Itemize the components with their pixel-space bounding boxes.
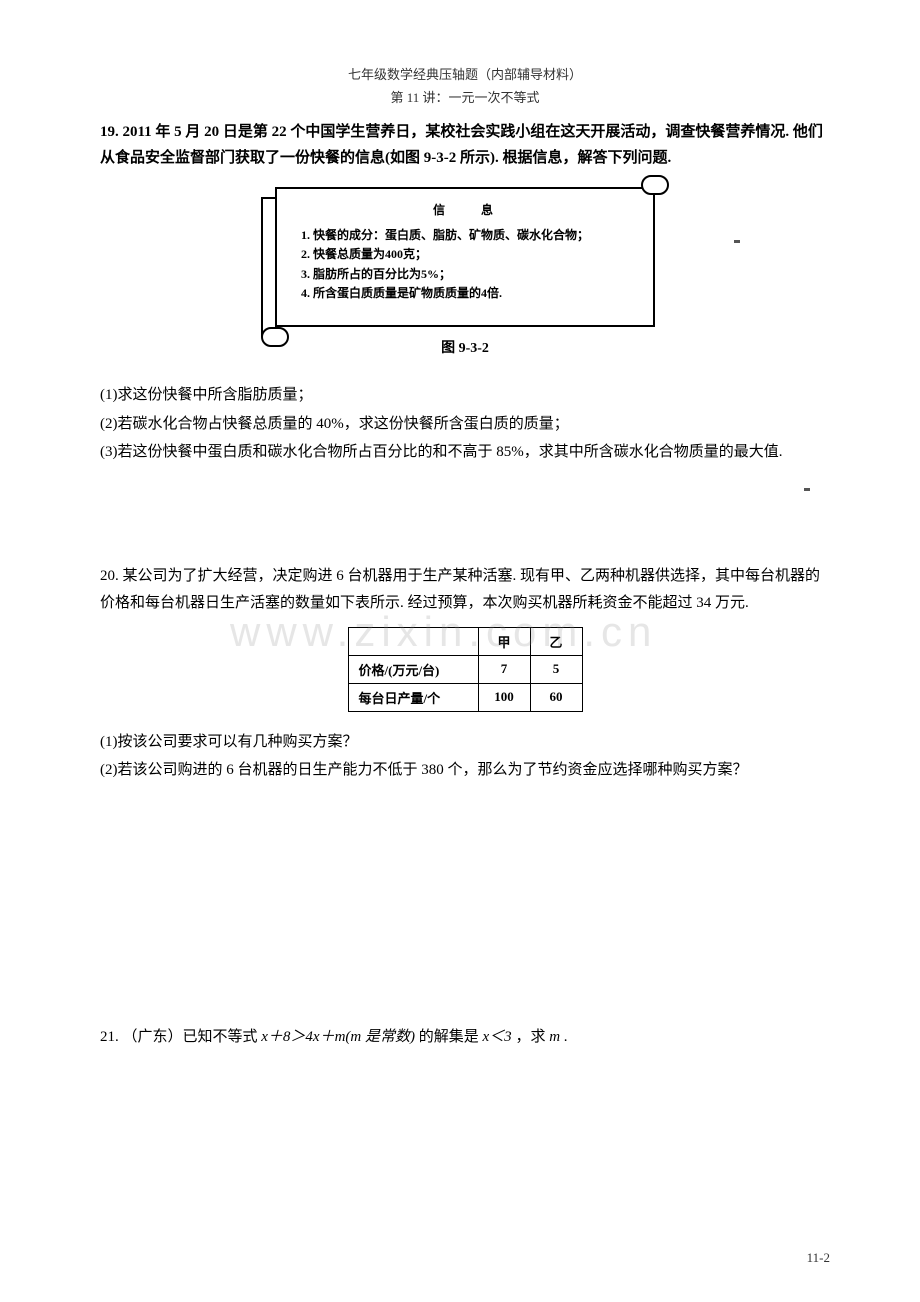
- watermark: www.zixin.com.cn: [230, 608, 657, 656]
- q21-label: 21.: [100, 1029, 119, 1045]
- q20-sub-2: (2)若该公司购进的 6 台机器的日生产能力不低于 380 个，那么为了节约资金…: [100, 756, 830, 785]
- q19-sub-list: (1)求这份快餐中所含脂肪质量； (2)若碳水化合物占快餐总质量的 40%，求这…: [100, 381, 830, 467]
- q19-sub-1: (1)求这份快餐中所含脂肪质量；: [100, 381, 830, 410]
- scroll-item-3: 3. 脂肪所占的百分比为5%；: [301, 265, 637, 284]
- q21-text-b: 的解集是: [419, 1029, 483, 1045]
- q21-text-a: （广东）已知不等式: [123, 1029, 262, 1045]
- table-row: 价格/(万元/台) 7 5: [348, 655, 582, 683]
- scroll-item-2: 2. 快餐总质量为400克；: [301, 245, 637, 264]
- scroll-left-edge: [261, 197, 275, 337]
- q20-sub-list: (1)按该公司要求可以有几种购买方案？ (2)若该公司购进的 6 台机器的日生产…: [100, 728, 830, 785]
- q21-text-d: .: [564, 1029, 568, 1045]
- info-scroll: 信 息 1. 快餐的成分：蛋白质、脂肪、矿物质、碳水化合物； 2. 快餐总质量为…: [275, 187, 655, 327]
- table-cell: 100: [478, 683, 530, 711]
- q21-expr2: x＜3: [483, 1029, 512, 1045]
- q19-text: 2011 年 5 月 20 日是第 22 个中国学生营养日，某校社会实践小组在这…: [100, 124, 823, 166]
- q19-label: 19.: [100, 124, 119, 140]
- page-number: 11-2: [807, 1250, 830, 1266]
- table-row-label: 每台日产量/个: [348, 683, 478, 711]
- header-line-2: 第 11 讲：一元一次不等式: [100, 87, 830, 106]
- q19-sub-3: (3)若这份快餐中蛋白质和碳水化合物所占百分比的和不高于 85%，求其中所含碳水…: [100, 438, 830, 467]
- stray-mark-2: [804, 488, 810, 491]
- table-cell: 7: [478, 655, 530, 683]
- q21-text-c: ，求: [515, 1029, 549, 1045]
- q19-intro: 19. 2011 年 5 月 20 日是第 22 个中国学生营养日，某校社会实践…: [100, 120, 830, 171]
- q21-expr: x＋8＞4x＋m(m 是常数): [261, 1029, 415, 1045]
- table-row: 每台日产量/个 100 60: [348, 683, 582, 711]
- stray-mark-1: [734, 240, 740, 243]
- figure-caption: 图 9-3-2: [100, 337, 830, 357]
- scroll-item-4: 4. 所含蛋白质质量是矿物质质量的4倍.: [301, 284, 637, 303]
- scroll-left-roll-icon: [261, 327, 289, 347]
- header-line-1: 七年级数学经典压轴题（内部辅导材料）: [100, 64, 830, 83]
- q20-label: 20.: [100, 568, 119, 584]
- table-cell: 5: [530, 655, 582, 683]
- q21: 21. （广东）已知不等式 x＋8＞4x＋m(m 是常数) 的解集是 x＜3 ，…: [100, 1025, 830, 1051]
- q20-sub-1: (1)按该公司要求可以有几种购买方案？: [100, 728, 830, 757]
- table-cell: 60: [530, 683, 582, 711]
- scroll-body: 信 息 1. 快餐的成分：蛋白质、脂肪、矿物质、碳水化合物； 2. 快餐总质量为…: [275, 187, 655, 327]
- scroll-right-roll-icon: [641, 175, 669, 195]
- scroll-item-1: 1. 快餐的成分：蛋白质、脂肪、矿物质、碳水化合物；: [301, 226, 637, 245]
- scroll-title: 信 息: [301, 201, 637, 220]
- q19-sub-2: (2)若碳水化合物占快餐总质量的 40%，求这份快餐所含蛋白质的质量；: [100, 410, 830, 439]
- q21-var-m: m: [549, 1029, 560, 1045]
- table-row-label: 价格/(万元/台): [348, 655, 478, 683]
- q20-text: 某公司为了扩大经营，决定购进 6 台机器用于生产某种活塞. 现有甲、乙两种机器供…: [100, 568, 820, 611]
